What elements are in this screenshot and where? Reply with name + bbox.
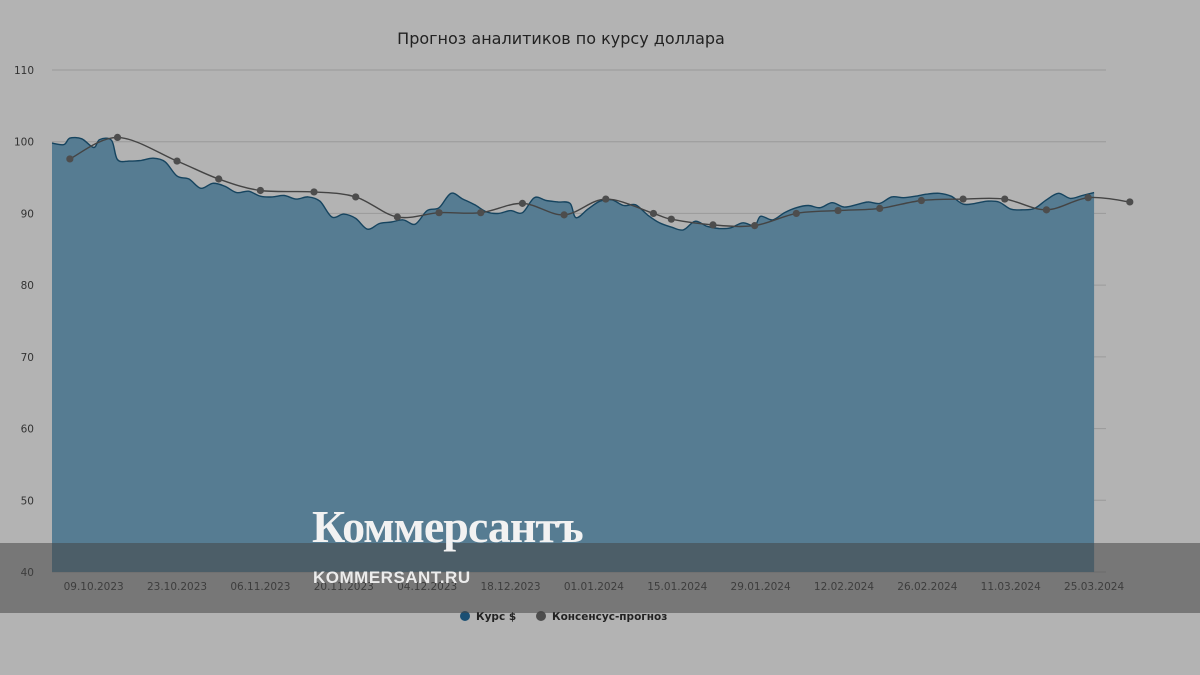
legend-item-consensus[interactable]: Консенсус-прогноз — [536, 611, 667, 623]
consensus-point-16[interactable] — [751, 222, 759, 230]
consensus-point-24[interactable] — [1084, 194, 1092, 202]
series-group — [51, 133, 1134, 572]
consensus-point-13[interactable] — [649, 209, 658, 218]
brand-url[interactable]: KOMMERSANT.RU — [313, 568, 471, 587]
consensus-point-14[interactable] — [667, 215, 675, 223]
consensus-point-17[interactable] — [792, 209, 800, 218]
consensus-point-8[interactable] — [435, 209, 443, 217]
consensus-point-10[interactable] — [518, 199, 527, 207]
chart-title: Прогноз аналитиков по курсу доллара — [397, 29, 725, 48]
legend: Курс $ Консенсус-прогноз — [460, 611, 667, 623]
consensus-point-3[interactable] — [215, 175, 223, 183]
brand-logo: Коммерсантъ — [312, 501, 584, 552]
consensus-point-9[interactable] — [477, 209, 485, 217]
y-tick-label: 80 — [21, 280, 34, 292]
y-tick-label: 60 — [21, 424, 34, 436]
y-tick-label: 90 — [21, 208, 34, 220]
legend-item-consensus-label: Консенсус-прогноз — [552, 611, 667, 623]
consensus-point-12[interactable] — [602, 195, 610, 203]
consensus-point-4[interactable] — [256, 186, 265, 195]
consensus-point-23[interactable] — [1042, 206, 1051, 214]
legend-item-kurs-marker — [460, 611, 470, 621]
consensus-point-7[interactable] — [393, 213, 401, 221]
consensus-point-0[interactable] — [66, 155, 74, 163]
consensus-point-6[interactable] — [352, 193, 360, 201]
consensus-point-19[interactable] — [876, 204, 884, 213]
consensus-point-11[interactable] — [560, 211, 568, 219]
consensus-point-21[interactable] — [959, 195, 967, 203]
consensus-point-25[interactable] — [1126, 198, 1134, 206]
consensus-point-1[interactable] — [113, 133, 122, 142]
y-tick-label: 70 — [21, 352, 34, 364]
y-axis: 405060708090100110 — [14, 65, 34, 579]
series-line-kurs — [51, 136, 1095, 231]
consensus-point-2[interactable] — [173, 157, 181, 165]
consensus-point-22[interactable] — [1001, 195, 1009, 203]
series-area-kurs — [52, 137, 1095, 572]
consensus-point-5[interactable] — [310, 188, 318, 196]
legend-item-consensus-marker — [536, 611, 546, 621]
consensus-point-20[interactable] — [917, 196, 926, 205]
y-tick-label: 50 — [21, 495, 34, 507]
watermark-band — [0, 543, 1200, 613]
y-tick-label: 110 — [14, 65, 34, 77]
legend-item-kurs-label: Курс $ — [476, 611, 516, 623]
legend-item-kurs[interactable]: Курс $ — [460, 611, 516, 623]
consensus-point-18[interactable] — [834, 206, 842, 215]
y-tick-label: 100 — [14, 137, 34, 149]
consensus-point-15[interactable] — [709, 221, 717, 229]
